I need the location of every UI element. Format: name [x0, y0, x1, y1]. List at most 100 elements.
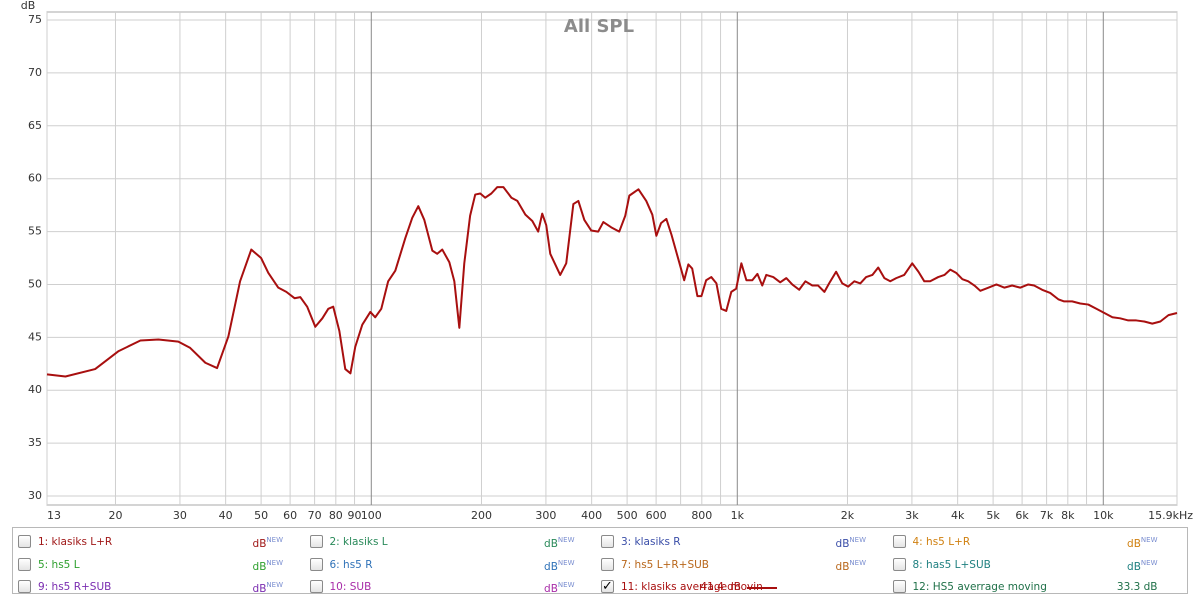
- checkbox[interactable]: [601, 557, 614, 571]
- unit-readout: dBNEW: [253, 536, 283, 550]
- x-tick-label: 20: [108, 509, 122, 522]
- unit-readout: dBNEW: [544, 536, 574, 550]
- unit: dB: [1127, 560, 1141, 573]
- legend-item: 5: hs5 L dBNEW: [18, 555, 303, 575]
- unit-readout: dBNEW: [1127, 559, 1157, 573]
- checkbox[interactable]: [18, 535, 31, 548]
- legend-item: 2: klasiks L dBNEW: [309, 532, 595, 552]
- unit-readout: dBNEW: [544, 581, 574, 595]
- series-name: 1: klasiks L+R: [38, 536, 113, 548]
- x-tick-label: 70: [308, 509, 322, 522]
- unit: dB: [835, 538, 850, 550]
- series-name: 4: hs5 L+R: [912, 536, 971, 548]
- unit-readout: dBNEW: [544, 559, 574, 573]
- x-tick-label: 800: [691, 509, 712, 522]
- new-badge: NEW: [849, 536, 866, 544]
- y-tick-label: 45: [28, 330, 42, 343]
- series-name: 11: klasiks averrage movin: [621, 581, 763, 593]
- y-tick-label: 40: [28, 383, 42, 396]
- checkbox[interactable]: [892, 557, 906, 571]
- x-tick-label: 4k: [951, 509, 965, 522]
- unit: dB: [544, 560, 558, 573]
- new-badge: NEW: [266, 558, 283, 567]
- x-tick-label: 600: [646, 509, 667, 522]
- x-tick-label: 100: [361, 509, 382, 522]
- checkbox[interactable]: ✓: [601, 579, 614, 594]
- x-tick-label: 13: [47, 509, 61, 522]
- unit: dB: [835, 560, 850, 573]
- unit: dB: [252, 538, 267, 550]
- y-tick-label: 60: [28, 172, 42, 185]
- checkbox[interactable]: [309, 557, 323, 571]
- legend-item: ✓ 11: klasiks averrage movin 41.4 dB: [601, 577, 886, 597]
- checkbox[interactable]: [18, 580, 31, 593]
- legend-swatch: [747, 587, 777, 589]
- unit: dB: [544, 583, 558, 595]
- unit: dB: [544, 538, 558, 550]
- new-badge: NEW: [557, 581, 575, 589]
- checkbox[interactable]: [601, 535, 614, 548]
- x-tick-label: 1k: [731, 509, 745, 522]
- x-tick-label: 2k: [841, 509, 855, 522]
- x-tick-label: 90: [348, 509, 362, 522]
- y-tick-label: 75: [28, 13, 42, 26]
- checkbox[interactable]: [892, 580, 906, 593]
- new-badge: NEW: [849, 558, 866, 567]
- x-tick-label: 80: [329, 509, 343, 522]
- x-tick-label: 6k: [1015, 509, 1029, 522]
- x-tick-label: 30: [173, 509, 187, 522]
- unit-readout: dBNEW: [836, 536, 866, 550]
- unit: dB: [252, 560, 267, 573]
- legend-item: 1: klasiks L+R dBNEW: [18, 532, 303, 552]
- series-name: 2: klasiks L: [329, 536, 388, 548]
- y-tick-label: 35: [28, 436, 42, 449]
- x-tick-label: 50: [254, 509, 268, 522]
- y-tick-label: 50: [28, 277, 42, 290]
- new-badge: NEW: [557, 558, 575, 567]
- y-tick-label: 30: [28, 489, 42, 502]
- series-name: 5: hs5 L: [38, 558, 80, 571]
- x-tick-label: 40: [219, 509, 233, 522]
- x-tick-label: 5k: [986, 509, 1000, 522]
- x-tick-label: 10k: [1093, 509, 1114, 522]
- unit-readout: dBNEW: [253, 581, 283, 595]
- legend-item: 12: HS5 averrage moving 33.3 dB: [892, 577, 1178, 597]
- legend-item: 10: SUB dBNEW: [309, 577, 595, 597]
- unit-readout: dBNEW: [836, 559, 866, 573]
- checkbox[interactable]: [18, 557, 31, 571]
- new-badge: NEW: [1140, 558, 1158, 567]
- x-tick-label: 3k: [905, 509, 919, 522]
- level-readout: 41.4 dB: [700, 581, 741, 593]
- new-badge: NEW: [1140, 536, 1158, 544]
- series-name: 7: hs5 L+R+SUB: [621, 558, 709, 571]
- new-badge: NEW: [557, 536, 575, 544]
- unit-readout: dBNEW: [1127, 536, 1157, 550]
- plot-area: [46, 11, 1178, 506]
- level-readout: 33.3 dB: [1116, 581, 1158, 593]
- unit-readout: dBNEW: [253, 559, 283, 573]
- legend-item: 4: hs5 L+R dBNEW: [892, 532, 1178, 552]
- new-badge: NEW: [266, 581, 283, 589]
- x-tick-label: 400: [581, 509, 602, 522]
- unit: dB: [252, 583, 267, 595]
- series-name: 8: has5 L+SUB: [912, 558, 991, 571]
- data-line: [46, 186, 1178, 378]
- checkbox[interactable]: [309, 580, 323, 593]
- unit: dB: [1127, 538, 1141, 550]
- series-name: 3: klasiks R: [621, 536, 681, 548]
- x-tick-label: 300: [535, 509, 556, 522]
- y-tick-label: 70: [28, 66, 42, 79]
- legend-item: 7: hs5 L+R+SUB dBNEW: [601, 555, 886, 575]
- x-tick-label: 8k: [1061, 509, 1075, 522]
- legend-item: 6: hs5 R dBNEW: [309, 555, 595, 575]
- y-axis-label: dB: [21, 0, 36, 12]
- series-name: 12: HS5 averrage moving: [912, 581, 1047, 593]
- checkbox[interactable]: [309, 535, 323, 548]
- x-tick-label: 500: [617, 509, 638, 522]
- legend-item: 9: hs5 R+SUB dBNEW: [18, 577, 303, 597]
- checkbox[interactable]: [892, 535, 906, 548]
- legend-item: 3: klasiks R dBNEW: [601, 532, 886, 552]
- y-tick-label: 65: [28, 119, 42, 132]
